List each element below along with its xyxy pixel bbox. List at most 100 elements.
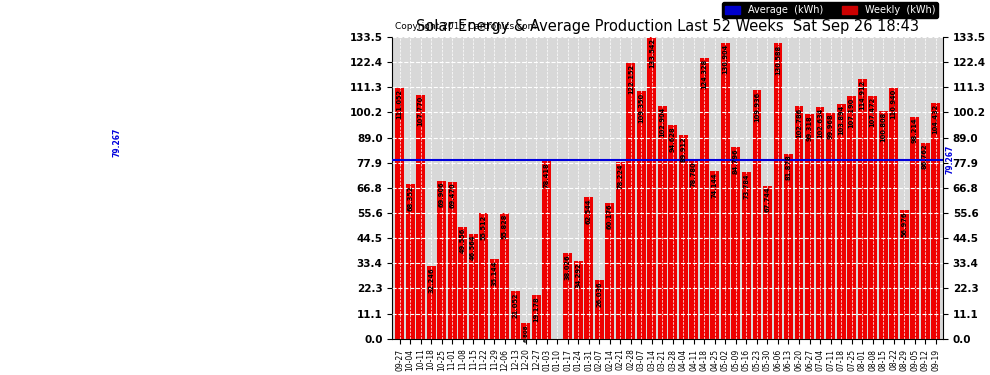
Text: 133.542: 133.542: [648, 38, 654, 68]
Legend: Average  (kWh), Weekly  (kWh): Average (kWh), Weekly (kWh): [723, 3, 939, 18]
Text: 67.744: 67.744: [764, 187, 770, 212]
Bar: [647, 37, 656, 339]
Bar: [932, 103, 940, 339]
Text: 21.052: 21.052: [512, 292, 518, 318]
Text: 84.796: 84.796: [733, 148, 739, 174]
Bar: [837, 104, 845, 339]
Bar: [427, 266, 436, 339]
Bar: [784, 154, 793, 339]
Bar: [627, 63, 636, 339]
Text: 98.214: 98.214: [912, 118, 918, 143]
Text: 107.472: 107.472: [869, 97, 875, 127]
Bar: [878, 111, 888, 339]
Text: 114.912: 114.912: [859, 80, 865, 110]
Bar: [395, 88, 404, 339]
Title: Solar Energy & Average Production Last 52 Weeks  Sat Sep 26 18:43: Solar Energy & Average Production Last 5…: [416, 19, 919, 34]
Text: 73.784: 73.784: [743, 173, 749, 199]
Bar: [773, 44, 782, 339]
Bar: [458, 227, 467, 339]
Text: 81.878: 81.878: [785, 155, 791, 180]
Text: 55.828: 55.828: [502, 214, 508, 239]
Bar: [637, 92, 645, 339]
Text: 86.762: 86.762: [922, 144, 928, 170]
Text: 46.564: 46.564: [470, 235, 476, 260]
Bar: [447, 182, 456, 339]
Text: 111.052: 111.052: [397, 89, 403, 119]
Bar: [574, 261, 583, 339]
Text: 26.036: 26.036: [596, 281, 602, 307]
Bar: [921, 142, 930, 339]
Text: 78.780: 78.780: [691, 162, 697, 188]
Bar: [889, 88, 898, 339]
Bar: [490, 260, 499, 339]
Text: 34.292: 34.292: [575, 262, 581, 288]
Text: 55.512: 55.512: [481, 214, 487, 240]
Bar: [900, 210, 909, 339]
Bar: [511, 291, 520, 339]
Bar: [532, 296, 541, 339]
Bar: [857, 79, 866, 339]
Bar: [563, 253, 572, 339]
Bar: [679, 135, 688, 339]
Bar: [732, 147, 741, 339]
Text: 69.470: 69.470: [449, 183, 455, 209]
Text: 62.544: 62.544: [586, 198, 592, 224]
Bar: [416, 95, 425, 339]
Bar: [752, 90, 761, 339]
Text: 102.904: 102.904: [659, 107, 665, 138]
Bar: [584, 197, 593, 339]
Text: 103.894: 103.894: [839, 105, 844, 135]
Bar: [605, 203, 615, 339]
Text: 78.224: 78.224: [618, 163, 624, 189]
Text: 110.940: 110.940: [891, 89, 897, 119]
Bar: [522, 324, 531, 339]
Bar: [763, 186, 772, 339]
Text: 94.628: 94.628: [670, 126, 676, 152]
Text: 102.786: 102.786: [796, 108, 802, 138]
Bar: [805, 114, 814, 339]
Bar: [438, 181, 446, 339]
Text: 74.144: 74.144: [712, 172, 718, 198]
Bar: [668, 125, 677, 339]
Text: 109.936: 109.936: [754, 91, 760, 122]
Text: 130.904: 130.904: [723, 44, 729, 74]
Bar: [847, 96, 856, 339]
Bar: [721, 43, 730, 339]
Bar: [742, 172, 751, 339]
Text: 124.328: 124.328: [702, 59, 708, 89]
Bar: [795, 106, 804, 339]
Bar: [658, 106, 667, 339]
Bar: [910, 117, 919, 339]
Text: 49.556: 49.556: [459, 228, 465, 253]
Text: 130.588: 130.588: [775, 45, 781, 75]
Bar: [816, 106, 825, 339]
Text: 60.176: 60.176: [607, 204, 613, 230]
Text: 78.418: 78.418: [544, 163, 549, 188]
Text: 79.267: 79.267: [113, 128, 122, 157]
Text: 99.968: 99.968: [828, 114, 834, 140]
Bar: [868, 96, 877, 339]
Bar: [689, 160, 698, 339]
Bar: [500, 213, 509, 339]
Text: 68.352: 68.352: [407, 185, 413, 211]
Text: 38.026: 38.026: [565, 254, 571, 280]
Text: 122.152: 122.152: [628, 64, 634, 94]
Text: 104.432: 104.432: [933, 104, 939, 134]
Text: 89.912: 89.912: [680, 136, 686, 162]
Text: 32.246: 32.246: [429, 267, 435, 292]
Text: 69.906: 69.906: [439, 182, 445, 207]
Bar: [468, 234, 478, 339]
Text: 79.267: 79.267: [945, 145, 954, 174]
Text: 56.976: 56.976: [901, 211, 907, 237]
Text: 107.770: 107.770: [418, 96, 424, 126]
Bar: [595, 280, 604, 339]
Text: 35.144: 35.144: [491, 261, 497, 286]
Text: Copyright 2015 Cartronics.com: Copyright 2015 Cartronics.com: [395, 22, 537, 31]
Text: 102.634: 102.634: [817, 108, 823, 138]
Bar: [826, 113, 835, 339]
Bar: [711, 171, 720, 339]
Bar: [479, 213, 488, 339]
Bar: [616, 162, 625, 339]
Text: 100.808: 100.808: [880, 112, 886, 142]
Bar: [543, 162, 551, 339]
